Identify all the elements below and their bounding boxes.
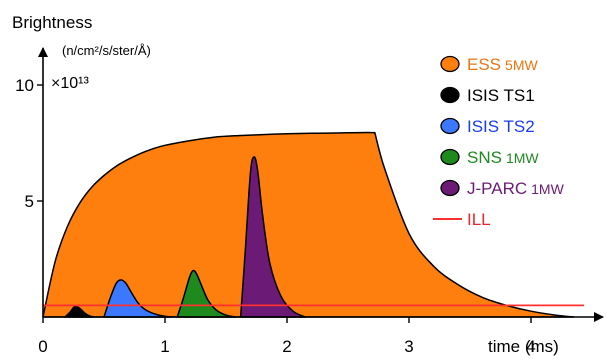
- legend-sns-swatch: [440, 148, 460, 166]
- y-tick-label-5: 5: [25, 192, 34, 211]
- legend-isis-ts2-label: ISIS TS2: [467, 117, 535, 136]
- series-layer: [42, 131, 584, 318]
- x-tick-label-4: 4: [526, 337, 535, 356]
- y-axis-title: Brightness: [12, 13, 92, 32]
- x-tick-label-1: 1: [160, 337, 169, 356]
- tick-layer: 0 1 2 3 4 5 10: [15, 76, 536, 356]
- legend-isis-ts1-swatch: [440, 86, 460, 104]
- series-isis-ts2-area: [103, 279, 172, 318]
- y-tick-label-10: 10: [15, 76, 34, 95]
- x-tick-label-0: 0: [38, 337, 47, 356]
- x-axis-title: time (ms): [488, 337, 559, 356]
- legend-j-parc-power: 1MW: [531, 181, 564, 197]
- legend-j-parc-label: J-PARC 1MW: [467, 179, 565, 198]
- legend-ess-power: 5MW: [505, 57, 538, 73]
- legend-ill-label: ILL: [467, 210, 491, 229]
- legend-isis-ts1-label: ISIS TS1: [467, 86, 535, 105]
- legend-ess-label: ESS 5MW: [467, 55, 538, 74]
- legend-isis-ts2-swatch: [440, 117, 460, 135]
- x-tick-label-3: 3: [404, 337, 413, 356]
- legend: ESS 5MW ISIS TS1 ISIS TS2 SNS 1MW J-PARC 1MW ILL: [433, 55, 565, 229]
- x-tick-label-2: 2: [282, 337, 291, 356]
- y-axis-multiplier: ×10¹³: [51, 75, 89, 92]
- legend-sns-label: SNS 1MW: [467, 148, 539, 167]
- series-isis-ts1-area: [64, 305, 95, 318]
- legend-ess-swatch: [440, 55, 460, 73]
- y-axis-unit: (n/cm²/s/ster/Å): [62, 43, 151, 58]
- series-ess-area: [42, 131, 575, 318]
- legend-j-parc-swatch: [440, 179, 460, 197]
- legend-sns-power: 1MW: [506, 150, 539, 166]
